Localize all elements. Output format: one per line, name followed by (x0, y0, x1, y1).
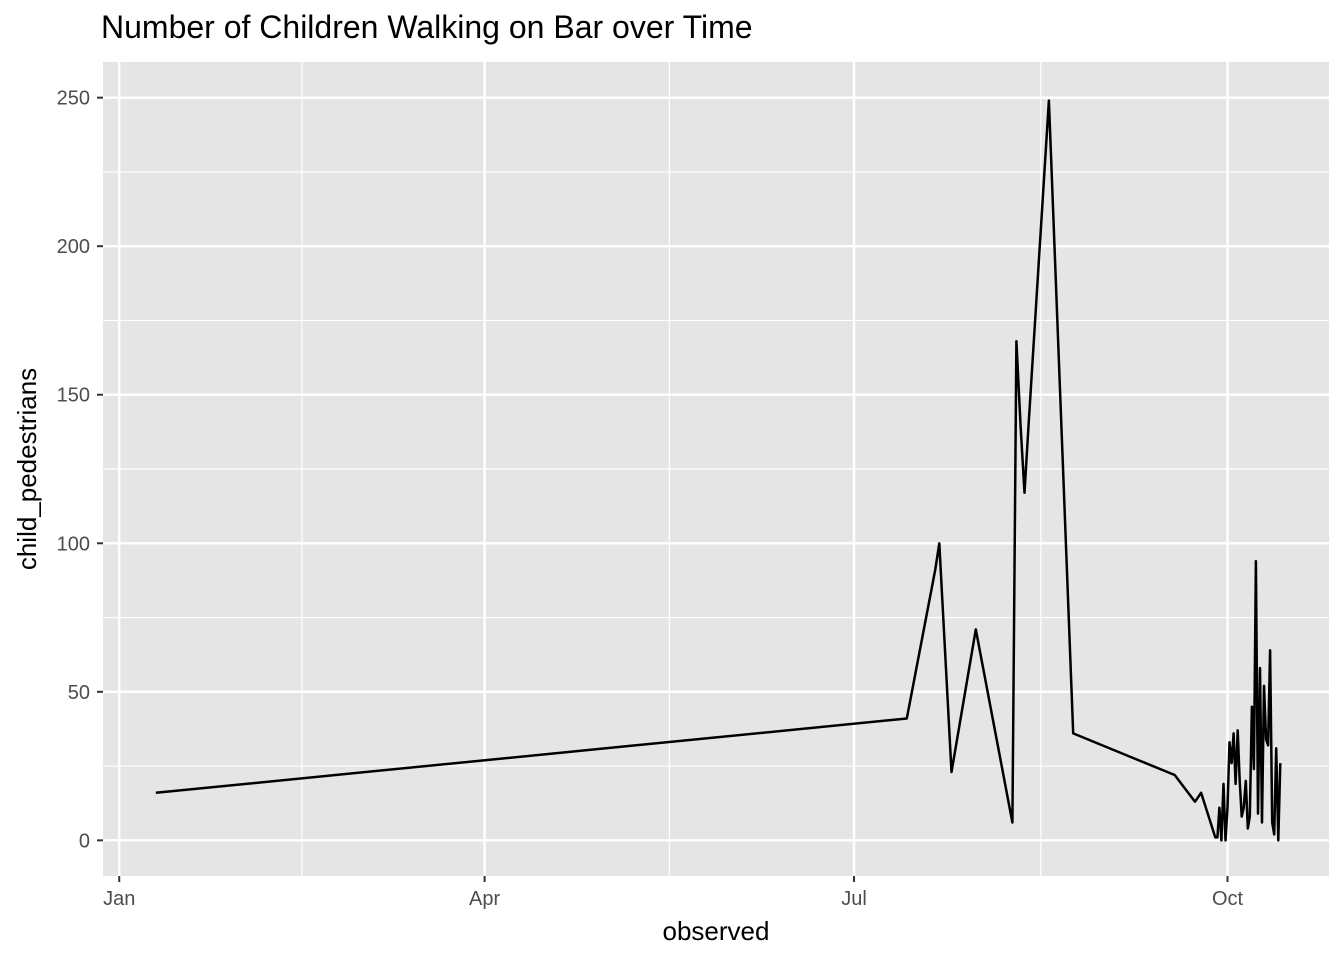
x-tick-label: Jul (841, 888, 867, 910)
x-tick-label: Oct (1212, 888, 1244, 910)
grid-minor (103, 62, 1329, 876)
x-axis-ticks: Jan Apr Jul Oct (103, 876, 1244, 910)
chart-title: Number of Children Walking on Bar over T… (101, 9, 753, 45)
grid-major (103, 62, 1329, 876)
y-tick-label: 100 (57, 533, 90, 555)
x-tick-label: Apr (469, 888, 500, 910)
y-tick-label: 200 (57, 236, 90, 258)
y-axis-ticks: 0 50 100 150 200 250 (57, 88, 103, 852)
y-tick-label: 0 (79, 830, 90, 852)
y-tick-label: 250 (57, 88, 90, 110)
series-line (155, 99, 1282, 842)
x-tick-label: Jan (103, 888, 135, 910)
y-axis-title: child_pedestrians (12, 368, 42, 570)
x-axis-title: observed (663, 916, 770, 946)
y-tick-label: 50 (68, 682, 90, 704)
y-tick-label: 150 (57, 385, 90, 407)
